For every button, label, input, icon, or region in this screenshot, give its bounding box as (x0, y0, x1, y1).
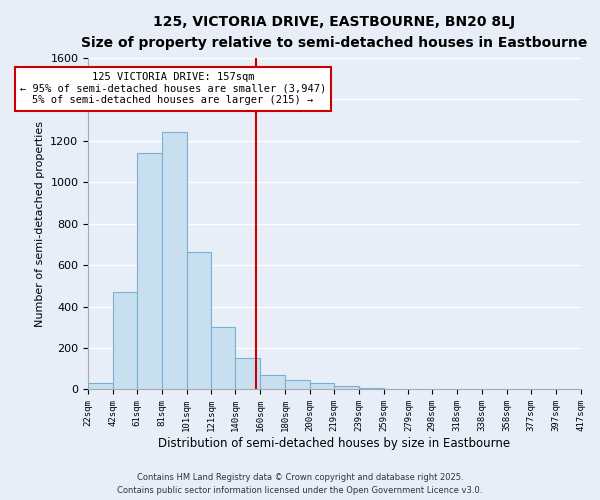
Text: 125 VICTORIA DRIVE: 157sqm
← 95% of semi-detached houses are smaller (3,947)
5% : 125 VICTORIA DRIVE: 157sqm ← 95% of semi… (20, 72, 326, 106)
Y-axis label: Number of semi-detached properties: Number of semi-detached properties (35, 120, 44, 326)
Bar (187, 252, 211, 390)
Bar (285, 380, 310, 390)
Bar (88, 384, 113, 390)
X-axis label: Distribution of semi-detached houses by size in Eastbourne: Distribution of semi-detached houses by … (158, 437, 511, 450)
Bar (359, 388, 383, 390)
Bar (310, 384, 334, 390)
Bar (161, 132, 187, 390)
Title: 125, VICTORIA DRIVE, EASTBOURNE, BN20 8LJ
Size of property relative to semi-deta: 125, VICTORIA DRIVE, EASTBOURNE, BN20 8L… (81, 15, 587, 50)
Bar (211, 328, 235, 390)
Bar (113, 292, 137, 390)
Bar (260, 375, 285, 390)
Bar (334, 386, 359, 390)
Text: Contains HM Land Registry data © Crown copyright and database right 2025.
Contai: Contains HM Land Registry data © Crown c… (118, 474, 482, 495)
Bar (137, 153, 161, 390)
Bar (235, 358, 260, 390)
